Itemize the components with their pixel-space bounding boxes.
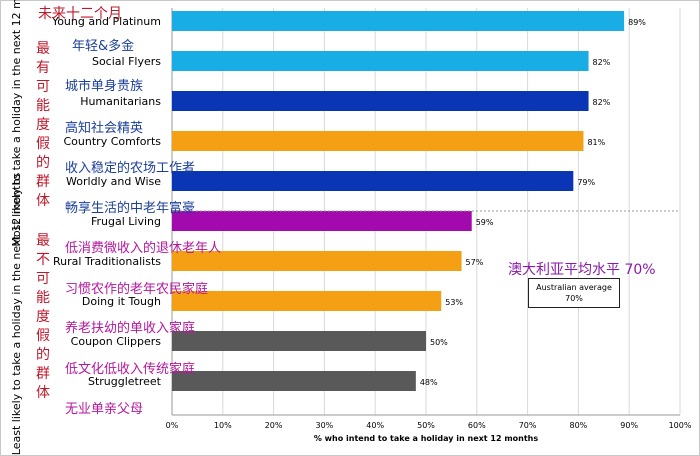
value-label: 82% bbox=[593, 58, 611, 67]
annotation-least-likely: 最不可能度假的群体 bbox=[36, 233, 50, 401]
segment-note-humanitarians: 高知社会精英 bbox=[65, 121, 144, 136]
value-label: 89% bbox=[628, 18, 646, 27]
value-label: 53% bbox=[445, 298, 463, 307]
value-label: 48% bbox=[420, 378, 438, 387]
x-tick-label: 50% bbox=[417, 421, 435, 430]
x-tick-label: 40% bbox=[366, 421, 384, 430]
segment-note-worldly-wise: 畅享生活的中老年富豪 bbox=[65, 201, 196, 216]
bar bbox=[172, 91, 589, 111]
tick-layer: 0% 10% 20% 30% 40% 50% 60% 70% 80% 90% 100% bbox=[166, 421, 692, 430]
average-note-cn: 澳大利亚平均水平 70% bbox=[508, 262, 656, 278]
annotation-most-likely: 最有可能度假的群体 bbox=[36, 41, 50, 209]
value-label: 79% bbox=[577, 178, 595, 187]
value-label: 81% bbox=[587, 138, 605, 147]
bar bbox=[172, 291, 442, 311]
segment-note-coupon-clippers: 低文化低收入传统家庭 bbox=[65, 362, 196, 377]
segment-note-rural-traditionalists: 习惯农作的老年农民家庭 bbox=[65, 282, 209, 297]
bar bbox=[172, 11, 625, 31]
bar bbox=[172, 51, 589, 71]
value-label: 82% bbox=[593, 98, 611, 107]
category-label: Social Flyers bbox=[92, 55, 161, 68]
segment-note-country-comforts: 收入稳定的农场工作者 bbox=[65, 161, 196, 176]
category-label: Frugal Living bbox=[91, 215, 161, 228]
category-label: Coupon Clippers bbox=[71, 335, 162, 348]
x-tick-label: 90% bbox=[620, 421, 638, 430]
bar bbox=[172, 371, 416, 391]
value-label: 50% bbox=[430, 338, 448, 347]
bar bbox=[172, 211, 472, 231]
average-box-value: 70% bbox=[565, 294, 583, 303]
segment-note-frugal-living: 低消费微收入的退休老年人 bbox=[65, 241, 222, 256]
annotation-top-left: 未来十二个月 bbox=[38, 6, 122, 22]
value-label: 59% bbox=[476, 218, 494, 227]
x-tick-label: 80% bbox=[570, 421, 588, 430]
segment-note-social-flyers: 城市单身贵族 bbox=[65, 79, 144, 94]
category-label: Struggletreet bbox=[88, 375, 162, 388]
category-label: Doing it Tough bbox=[82, 295, 161, 308]
category-label: Humanitarians bbox=[80, 95, 161, 108]
x-axis-title: % who intend to take a holiday in next 1… bbox=[314, 434, 539, 443]
value-label: 57% bbox=[466, 258, 484, 267]
x-tick-label: 100% bbox=[669, 421, 692, 430]
average-box: Australian average 70% bbox=[528, 278, 620, 308]
category-label: Worldly and Wise bbox=[66, 175, 161, 188]
segment-note-struggletreet: 无业单亲父母 bbox=[65, 402, 144, 417]
x-tick-label: 60% bbox=[468, 421, 486, 430]
bar bbox=[172, 331, 426, 351]
group-label-most: Most likely to take a holiday in the nex… bbox=[10, 0, 23, 247]
x-tick-label: 0% bbox=[166, 421, 179, 430]
x-tick-label: 20% bbox=[265, 421, 283, 430]
average-box-label: Australian average bbox=[536, 283, 612, 292]
segment-note-young-platinum: 年轻&多金 bbox=[72, 39, 135, 54]
x-tick-label: 10% bbox=[214, 421, 232, 430]
label-layer: Young and Platinum 89% Social Flyers 82% Hum… bbox=[51, 15, 646, 388]
category-label: Rural Traditionalists bbox=[53, 255, 161, 268]
bar bbox=[172, 131, 584, 151]
segment-note-doing-it-tough: 养老扶幼的单收入家庭 bbox=[65, 321, 196, 336]
bar bbox=[172, 251, 462, 271]
category-label: Country Comforts bbox=[64, 135, 162, 148]
group-label-least: Least likely to take a holiday in the ne… bbox=[10, 173, 23, 456]
category-label: Young and Platinum bbox=[51, 15, 161, 28]
x-tick-label: 70% bbox=[519, 421, 537, 430]
bar-layer bbox=[172, 11, 625, 391]
x-tick-label: 30% bbox=[316, 421, 334, 430]
bar bbox=[172, 171, 574, 191]
